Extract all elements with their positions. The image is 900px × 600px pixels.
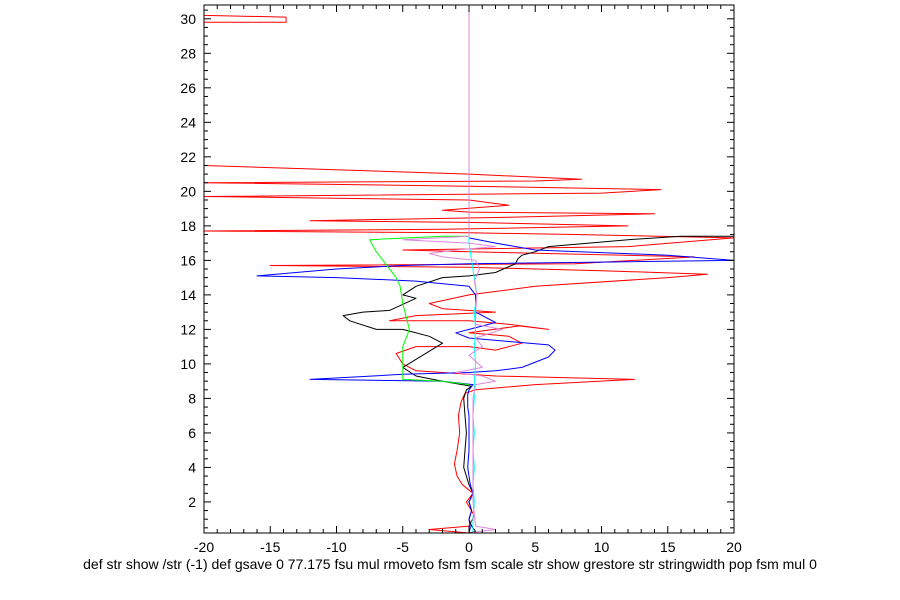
x-tick-label: 15 — [660, 539, 676, 555]
x-tick-label: -20 — [194, 539, 214, 555]
y-tick-label: 16 — [180, 252, 196, 268]
x-tick-label: 20 — [726, 539, 742, 555]
y-tick-label: 28 — [180, 45, 196, 61]
x-tick-label: 5 — [531, 539, 539, 555]
series-line-1 — [204, 5, 734, 533]
x-tick-label: -10 — [326, 539, 346, 555]
y-tick-label: 14 — [180, 287, 196, 303]
y-tick-label: 22 — [180, 149, 196, 165]
y-tick-label: 10 — [180, 356, 196, 372]
x-tick-label: 10 — [594, 539, 610, 555]
x-tick-label: -15 — [260, 539, 280, 555]
y-tick-label: 18 — [180, 218, 196, 234]
x-tick-label: -5 — [397, 539, 410, 555]
y-tick-label: 30 — [180, 11, 196, 27]
series-line-3 — [256, 234, 734, 533]
series-layer — [204, 5, 734, 533]
y-tick-label: 4 — [188, 459, 196, 475]
y-tick-label: 2 — [188, 494, 196, 510]
y-tick-label: 12 — [180, 321, 196, 337]
y-tick-label: 8 — [188, 390, 196, 406]
series-line-4 — [369, 235, 470, 386]
y-tick-label: 20 — [180, 183, 196, 199]
label-layer: -20 -15 -10 -5 0 5 10 15 20246810121416182022242… — [180, 11, 742, 555]
y-tick-label: 26 — [180, 80, 196, 96]
series-line-6 — [402, 5, 503, 533]
y-tick-label: 24 — [180, 114, 196, 130]
x-axis-label: def str show /str (-1) def gsave 0 77.17… — [83, 556, 817, 572]
y-tick-label: 6 — [188, 425, 196, 441]
x-tick-label: 0 — [465, 539, 473, 555]
series-line-2 — [342, 235, 734, 533]
tick-layer — [203, 5, 735, 533]
